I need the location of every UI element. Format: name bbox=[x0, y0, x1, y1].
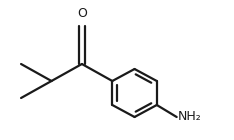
Text: O: O bbox=[77, 7, 87, 20]
Text: NH₂: NH₂ bbox=[178, 110, 201, 123]
